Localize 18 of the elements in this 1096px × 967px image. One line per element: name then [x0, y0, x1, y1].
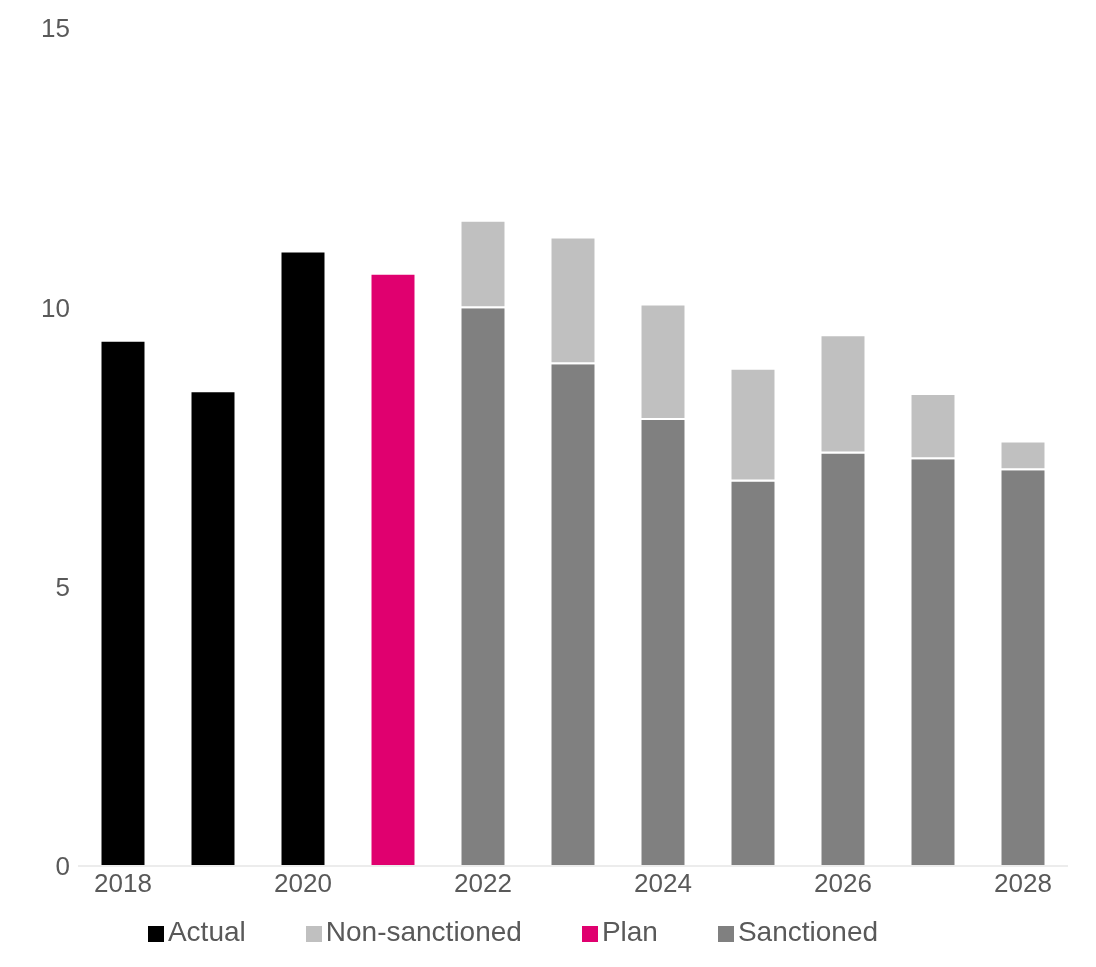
- y-tick-label: 15: [41, 13, 70, 44]
- bar: [99, 339, 147, 866]
- legend-label: Non-sanctioned: [325, 916, 522, 947]
- x-tick-label: 2024: [634, 868, 692, 899]
- bar: [369, 272, 417, 866]
- x-tick-label: 2026: [814, 868, 872, 899]
- legend-label: Actual: [167, 916, 246, 947]
- x-tick-label: 2028: [994, 868, 1052, 899]
- bar: [189, 390, 237, 866]
- x-tick-label: 2018: [94, 868, 152, 899]
- y-tick-label: 10: [41, 292, 70, 323]
- bar: [279, 250, 327, 866]
- y-tick-label: 0: [55, 851, 70, 882]
- legend-label: Sanctioned: [737, 916, 879, 947]
- legend-label: Plan: [601, 916, 658, 947]
- x-tick-label: 2020: [274, 868, 332, 899]
- x-tick-label: 2022: [454, 868, 512, 899]
- y-tick-label: 5: [55, 571, 70, 602]
